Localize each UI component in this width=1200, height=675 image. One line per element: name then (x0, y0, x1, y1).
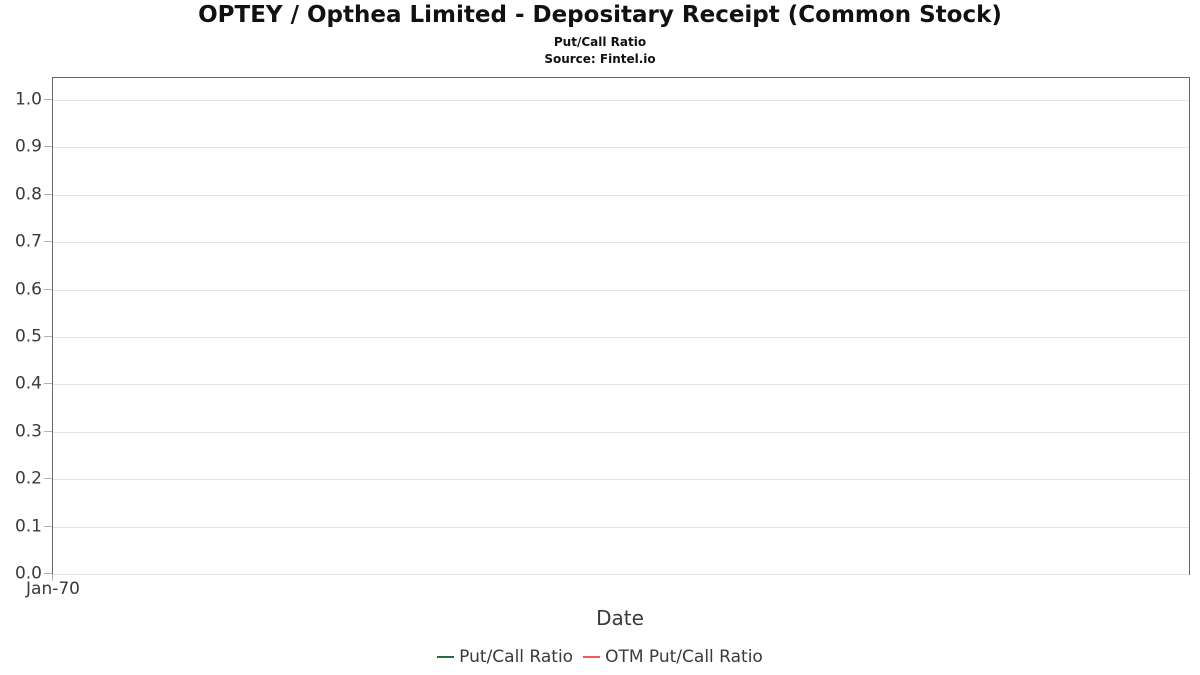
gridline (53, 100, 1189, 101)
legend-swatch-put-call-ratio (437, 656, 455, 658)
y-axis-tick-mark (44, 478, 52, 480)
y-axis-tick-mark (44, 193, 52, 195)
y-axis-tick-mark (44, 573, 52, 574)
legend-item-put-call-ratio: Put/Call Ratio (437, 647, 573, 667)
y-axis-tick-label: 0.8 (14, 184, 42, 205)
y-axis-tick-mark (44, 99, 52, 100)
chart-source-label: Source: Fintel.io (544, 52, 656, 66)
gridline (53, 194, 1189, 196)
legend-label-put-call-ratio: Put/Call Ratio (459, 647, 574, 667)
y-axis-tick-label: 0.6 (14, 279, 42, 300)
gridline (53, 431, 1189, 433)
gridline (53, 289, 1189, 291)
y-axis-tick-label: 0.2 (14, 468, 42, 489)
y-axis-tick-label: 0.3 (14, 421, 42, 442)
chart-subtitle: Put/Call Ratio (553, 35, 647, 49)
y-axis-tick-mark (44, 383, 52, 385)
y-axis-tick-mark (44, 288, 52, 290)
x-axis-title: Date (596, 606, 644, 630)
y-axis-tick-label: 0.4 (14, 373, 42, 394)
y-axis-tick-mark (44, 336, 52, 337)
gridline (53, 147, 1189, 149)
gridline (53, 337, 1189, 338)
gridline (53, 242, 1189, 244)
y-axis-tick-label: 0.9 (14, 136, 42, 157)
y-axis-tick-mark (44, 525, 52, 527)
y-axis-tick-label: 0.7 (14, 231, 42, 252)
legend-swatch-otm-put-call-ratio (583, 656, 601, 658)
gridline (53, 479, 1189, 481)
x-axis-tick-label: Jan-70 (26, 579, 80, 599)
gridline (53, 574, 1189, 575)
legend: Put/Call Ratio OTM Put/Call Ratio (0, 647, 1200, 667)
legend-label-otm-put-call-ratio: OTM Put/Call Ratio (605, 647, 763, 667)
y-axis-tick-mark (44, 146, 52, 148)
chart-title: OPTEY / Opthea Limited - Depositary Rece… (198, 2, 1002, 28)
y-axis-tick-mark (44, 430, 52, 432)
y-axis-tick-label: 0.1 (14, 516, 42, 537)
gridline (53, 384, 1189, 386)
gridline (53, 526, 1189, 528)
plot-area (52, 77, 1190, 575)
y-axis-tick-mark (44, 241, 52, 243)
y-axis-tick-label: 0.5 (14, 326, 42, 347)
y-axis-tick-label: 0.0 (14, 563, 42, 584)
y-axis-tick-label: 1.0 (14, 89, 42, 110)
legend-item-otm-put-call-ratio: OTM Put/Call Ratio (583, 647, 763, 667)
x-axis-tick-mark (52, 574, 53, 581)
